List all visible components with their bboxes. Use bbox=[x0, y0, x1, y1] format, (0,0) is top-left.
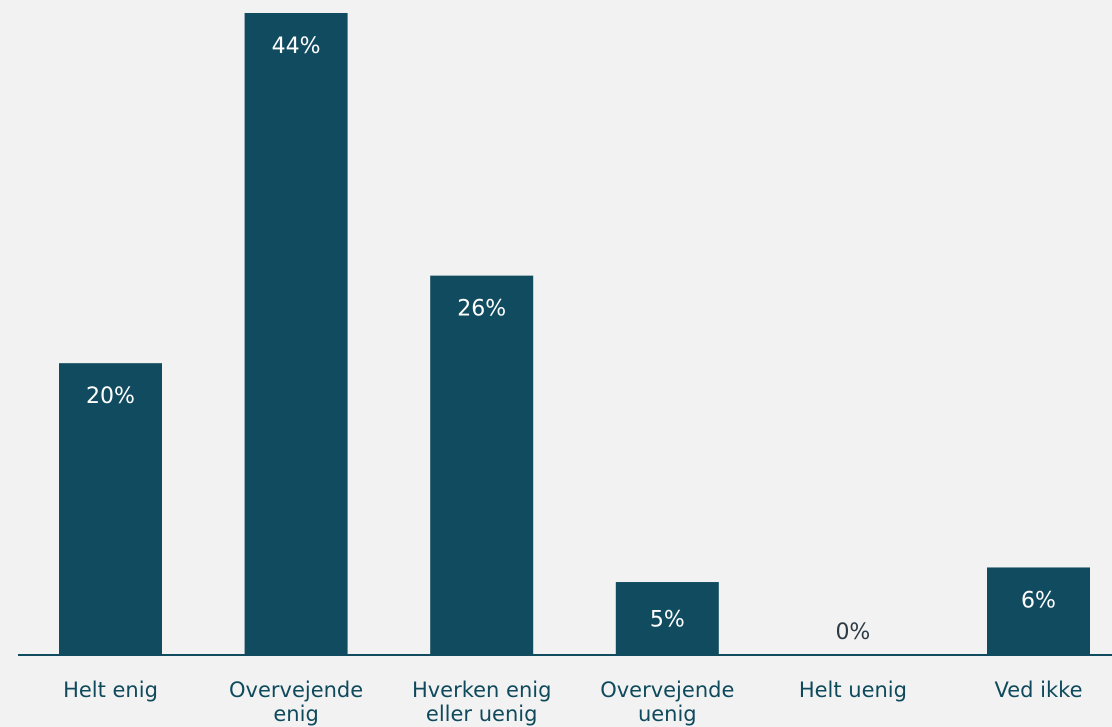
category-label-0: Helt enig bbox=[63, 678, 158, 702]
category-label-line: Helt enig bbox=[63, 678, 158, 702]
value-label-0: 20% bbox=[86, 384, 135, 409]
category-label-2: Hverken enig eller uenig bbox=[412, 678, 551, 726]
category-label-1: Overvejende enig bbox=[229, 678, 363, 726]
category-label-3: Overvejende uenig bbox=[600, 678, 734, 726]
bar-0 bbox=[59, 363, 162, 655]
bar-2 bbox=[430, 275, 534, 655]
category-label-line: Ved ikke bbox=[995, 678, 1083, 702]
category-label-line: uenig bbox=[638, 702, 697, 726]
category-label-line: Hverken enig bbox=[412, 678, 551, 702]
category-label-line: Helt uenig bbox=[799, 678, 907, 702]
category-label-line: Overvejende bbox=[600, 678, 734, 702]
bar-3 bbox=[615, 582, 719, 655]
value-label-3: 5% bbox=[650, 608, 685, 633]
value-label-4: 0% bbox=[835, 620, 870, 645]
value-label-2: 26% bbox=[457, 297, 506, 322]
category-label-line: enig bbox=[273, 702, 318, 726]
value-label-5: 6% bbox=[1021, 588, 1056, 613]
bar-5 bbox=[987, 567, 1090, 655]
bar-1 bbox=[244, 13, 348, 655]
bars-layer bbox=[59, 13, 1090, 655]
category-label-line: eller uenig bbox=[426, 702, 538, 726]
category-label-4: Helt uenig bbox=[799, 678, 907, 702]
value-label-1: 44% bbox=[272, 34, 321, 59]
category-label-line: Overvejende bbox=[229, 678, 363, 702]
category-label-5: Ved ikke bbox=[995, 678, 1083, 702]
